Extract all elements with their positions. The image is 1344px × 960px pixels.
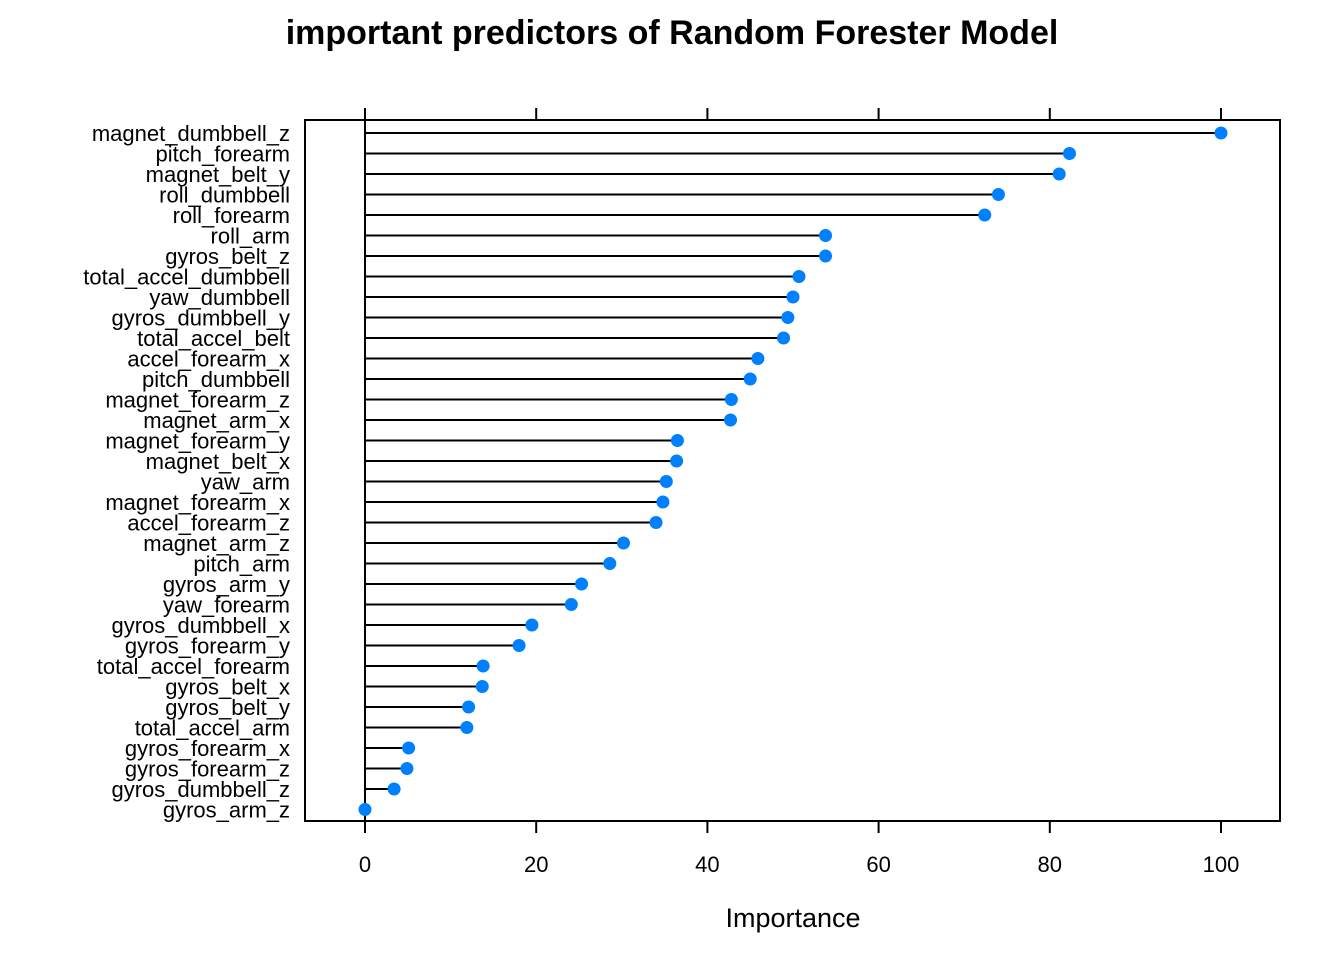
data-point xyxy=(777,331,791,345)
category-label: gyros_dumbbell_y xyxy=(111,306,290,331)
category-label: gyros_forearm_y xyxy=(125,634,290,659)
data-point xyxy=(475,680,489,693)
x-axis-title: Importance xyxy=(725,903,860,933)
data-point xyxy=(476,659,490,673)
category-label: yaw_arm xyxy=(201,470,290,495)
category-label: total_accel_arm xyxy=(135,716,290,741)
category-label: gyros_arm_z xyxy=(163,798,290,823)
data-point xyxy=(400,762,414,775)
data-point xyxy=(575,577,589,591)
category-label: accel_forearm_z xyxy=(127,511,290,536)
category-label: pitch_forearm xyxy=(155,142,290,167)
data-point xyxy=(1052,167,1066,181)
data-point xyxy=(819,249,833,263)
category-label: magnet_arm_z xyxy=(143,531,290,556)
category-label: yaw_forearm xyxy=(163,593,290,618)
data-point xyxy=(978,208,992,222)
data-point xyxy=(656,495,670,509)
plot-frame xyxy=(304,119,1281,822)
data-point xyxy=(564,598,578,611)
data-point xyxy=(603,557,617,570)
category-label: total_accel_dumbbell xyxy=(83,265,290,290)
category-label: gyros_belt_y xyxy=(165,695,290,720)
data-point xyxy=(402,741,416,755)
category-label: roll_arm xyxy=(211,224,290,249)
category-label: magnet_arm_x xyxy=(143,408,290,433)
x-tick-label: 20 xyxy=(524,852,548,877)
category-label: gyros_forearm_x xyxy=(125,736,290,761)
category-label: magnet_forearm_y xyxy=(105,429,290,454)
category-label: accel_forearm_x xyxy=(127,347,290,372)
category-label: gyros_arm_y xyxy=(163,572,290,597)
data-point xyxy=(617,536,631,550)
data-point xyxy=(743,372,757,386)
data-point xyxy=(358,803,372,816)
x-tick-label: 40 xyxy=(695,852,719,877)
category-label: yaw_dumbbell xyxy=(149,285,290,310)
data-point xyxy=(512,639,526,652)
data-point xyxy=(991,188,1005,201)
data-point xyxy=(462,700,476,714)
category-label: roll_dumbbell xyxy=(159,183,290,208)
category-label: gyros_dumbbell_z xyxy=(111,777,290,802)
data-point xyxy=(792,270,806,283)
data-point xyxy=(659,475,673,488)
category-label: pitch_dumbbell xyxy=(142,367,290,392)
category-label: roll_forearm xyxy=(173,203,290,228)
x-tick-label: 0 xyxy=(359,852,371,877)
category-label: magnet_belt_y xyxy=(146,162,290,187)
chart-title: important predictors of Random Forester … xyxy=(286,14,1059,52)
data-point xyxy=(819,229,833,242)
data-point xyxy=(751,352,765,365)
x-tick-label: 80 xyxy=(1038,852,1062,877)
data-point xyxy=(460,721,474,734)
data-point xyxy=(781,311,795,324)
data-point xyxy=(724,413,738,427)
data-point xyxy=(1214,126,1228,140)
x-tick-label: 100 xyxy=(1203,852,1240,877)
data-point xyxy=(525,618,539,632)
category-label: magnet_forearm_x xyxy=(105,490,290,515)
data-point xyxy=(1062,147,1076,160)
axis-ticks: 0 20 40 60 80 100 xyxy=(359,108,1239,877)
data-point xyxy=(670,454,684,468)
data-point xyxy=(670,434,684,447)
data-point xyxy=(649,516,663,529)
category-label: total_accel_forearm xyxy=(97,654,290,679)
x-tick-label: 60 xyxy=(866,852,890,877)
category-label: gyros_belt_z xyxy=(165,244,290,269)
category-label: total_accel_belt xyxy=(137,326,290,351)
category-label: gyros_forearm_z xyxy=(125,757,290,782)
category-label: magnet_belt_x xyxy=(146,449,290,474)
data-point xyxy=(786,290,800,304)
category-label: magnet_dumbbell_z xyxy=(92,121,290,146)
plot-marks: magnet_dumbbell_zpitch_forearmmagnet_bel… xyxy=(83,120,1228,823)
data-point xyxy=(387,782,401,796)
category-label: magnet_forearm_z xyxy=(105,388,290,413)
category-label: pitch_arm xyxy=(193,552,290,577)
category-label: gyros_belt_x xyxy=(165,675,290,700)
category-label: gyros_dumbbell_x xyxy=(111,613,290,638)
data-point xyxy=(724,393,738,406)
